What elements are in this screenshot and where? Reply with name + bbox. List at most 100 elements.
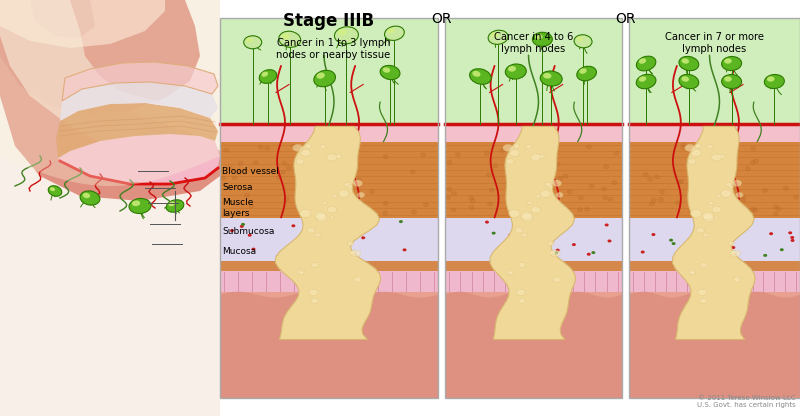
Ellipse shape [763, 254, 767, 257]
Ellipse shape [509, 210, 520, 218]
Polygon shape [673, 126, 755, 339]
Ellipse shape [330, 216, 334, 219]
Ellipse shape [572, 243, 576, 246]
Polygon shape [58, 134, 220, 184]
Ellipse shape [728, 185, 734, 188]
Ellipse shape [293, 144, 303, 151]
Bar [445, 271, 622, 292]
Ellipse shape [553, 277, 561, 282]
Ellipse shape [681, 146, 686, 149]
Ellipse shape [410, 170, 415, 174]
Ellipse shape [728, 242, 734, 246]
Ellipse shape [753, 208, 758, 212]
Ellipse shape [238, 161, 243, 165]
Ellipse shape [540, 190, 551, 197]
Ellipse shape [223, 148, 229, 152]
Ellipse shape [472, 71, 481, 77]
Ellipse shape [783, 186, 788, 190]
Ellipse shape [636, 74, 656, 89]
Ellipse shape [516, 289, 526, 295]
Bar [0, 0, 220, 416]
Ellipse shape [469, 206, 474, 210]
Ellipse shape [509, 272, 513, 275]
Ellipse shape [451, 192, 457, 196]
Ellipse shape [486, 173, 491, 177]
Ellipse shape [714, 216, 719, 219]
Ellipse shape [286, 247, 290, 250]
Ellipse shape [318, 186, 324, 191]
Ellipse shape [310, 183, 314, 187]
Ellipse shape [355, 210, 360, 215]
Ellipse shape [612, 181, 617, 185]
Ellipse shape [492, 232, 496, 235]
Bar [220, 292, 438, 398]
Ellipse shape [530, 154, 541, 161]
Ellipse shape [722, 74, 742, 89]
Ellipse shape [350, 250, 356, 255]
Ellipse shape [788, 231, 792, 234]
Bar [629, 261, 800, 271]
Ellipse shape [311, 298, 318, 303]
Ellipse shape [541, 208, 546, 211]
Bar [629, 292, 800, 398]
Ellipse shape [654, 175, 659, 179]
Ellipse shape [485, 220, 489, 224]
Bar [220, 18, 438, 124]
Ellipse shape [776, 207, 781, 210]
Ellipse shape [338, 29, 346, 35]
Ellipse shape [244, 36, 262, 49]
Ellipse shape [700, 262, 707, 267]
Ellipse shape [579, 68, 586, 74]
Ellipse shape [591, 251, 595, 254]
Ellipse shape [677, 180, 682, 184]
Ellipse shape [321, 155, 326, 159]
Ellipse shape [790, 239, 794, 242]
Polygon shape [490, 126, 575, 339]
Ellipse shape [344, 182, 350, 187]
Ellipse shape [508, 234, 512, 237]
Ellipse shape [446, 195, 450, 199]
Polygon shape [0, 0, 200, 116]
Ellipse shape [347, 242, 354, 246]
Ellipse shape [685, 144, 695, 151]
Ellipse shape [698, 289, 707, 295]
Ellipse shape [221, 176, 226, 180]
Ellipse shape [527, 201, 533, 205]
Ellipse shape [769, 232, 773, 235]
Ellipse shape [370, 190, 374, 193]
Ellipse shape [236, 171, 241, 175]
Ellipse shape [447, 188, 452, 191]
Ellipse shape [563, 174, 568, 178]
Ellipse shape [648, 177, 653, 181]
Ellipse shape [534, 216, 538, 219]
Bar [445, 18, 622, 398]
Ellipse shape [730, 250, 741, 257]
Ellipse shape [605, 223, 609, 226]
Polygon shape [30, 0, 95, 38]
Ellipse shape [315, 212, 326, 220]
Ellipse shape [547, 173, 552, 177]
Ellipse shape [567, 190, 572, 194]
Ellipse shape [688, 159, 696, 164]
Ellipse shape [724, 58, 732, 64]
Ellipse shape [353, 180, 362, 186]
Ellipse shape [514, 241, 518, 244]
Ellipse shape [586, 253, 590, 256]
Bar [629, 271, 800, 292]
Ellipse shape [524, 195, 529, 199]
Ellipse shape [326, 154, 337, 161]
Ellipse shape [276, 175, 282, 179]
Ellipse shape [249, 204, 254, 208]
Ellipse shape [556, 249, 560, 252]
Ellipse shape [328, 180, 333, 184]
Ellipse shape [718, 154, 725, 159]
Ellipse shape [316, 231, 320, 235]
Ellipse shape [357, 178, 362, 182]
Bar [445, 261, 622, 271]
Ellipse shape [540, 71, 562, 86]
Ellipse shape [382, 211, 387, 215]
Ellipse shape [790, 236, 794, 239]
Ellipse shape [577, 37, 583, 42]
Ellipse shape [704, 239, 708, 242]
Ellipse shape [291, 224, 295, 227]
